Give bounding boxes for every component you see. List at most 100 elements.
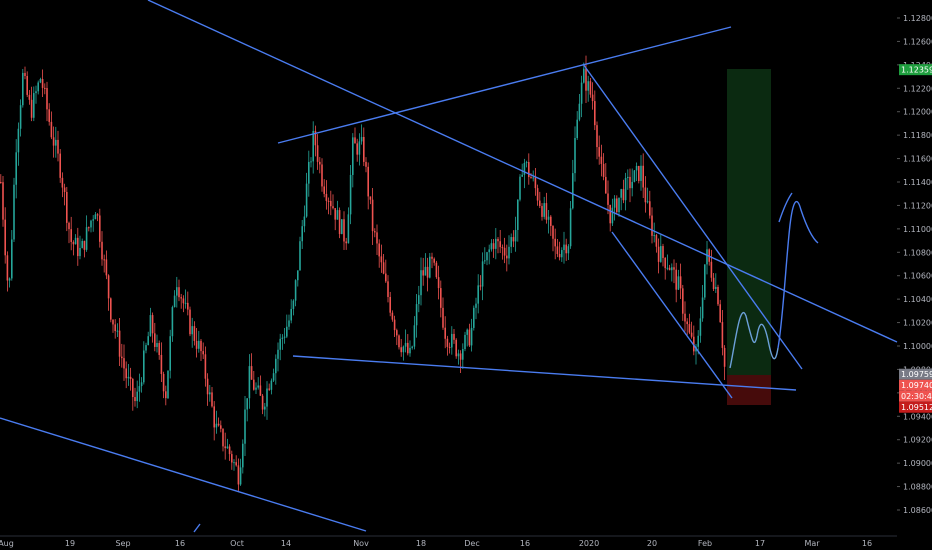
price-tick-label: 1.11200 — [903, 201, 932, 210]
price-tick-label: 1.11400 — [903, 178, 932, 187]
candle-body — [178, 287, 180, 298]
candle-body — [671, 267, 673, 271]
price-tick-label: 1.09000 — [903, 459, 932, 468]
candle-body — [325, 193, 328, 201]
candle-body — [690, 332, 693, 337]
candle-body — [536, 188, 539, 201]
candle-body — [209, 392, 211, 395]
candle-body — [455, 339, 457, 357]
candle-body — [200, 340, 202, 352]
candle-body — [261, 395, 264, 410]
candle-body — [657, 246, 660, 262]
candle-body — [407, 342, 409, 354]
candle-body — [70, 229, 72, 242]
time-axis[interactable]: Aug 19 Sep 16 Oct 14 Nov 18 Dec 16 2020 20 Feb 17 Mar 1… — [0, 539, 872, 548]
candle-body — [66, 191, 68, 223]
time-tick-label: Feb — [698, 539, 712, 548]
candle-body — [279, 338, 281, 350]
time-tick-label: Oct — [230, 539, 244, 548]
small-tick-mark — [193, 523, 201, 533]
candle-body — [497, 238, 499, 242]
candle-body — [354, 137, 356, 144]
candle-body — [534, 177, 537, 189]
candle-body — [662, 246, 664, 258]
candle-body — [701, 297, 704, 319]
price-tag-box — [899, 368, 932, 380]
candle-body — [675, 269, 677, 290]
candle-body — [46, 88, 48, 110]
candle-body — [688, 324, 691, 333]
candle-body — [591, 94, 594, 102]
candle-body — [514, 229, 517, 242]
candle-body — [149, 315, 152, 337]
candle-body — [55, 139, 57, 146]
trendline-main-descending[interactable] — [147, 0, 898, 343]
candle-body — [633, 170, 636, 182]
candle-body — [246, 398, 248, 410]
time-tick-label: 18 — [416, 539, 426, 548]
candle-body — [24, 72, 26, 76]
price-tag-label: 1.12359 — [901, 66, 932, 75]
candle-body — [400, 347, 402, 353]
trendline-bottom-channel[interactable] — [0, 417, 367, 532]
candle-body — [415, 304, 418, 326]
candle-body — [418, 295, 420, 305]
candle-body — [387, 281, 389, 297]
trendlines[interactable] — [0, 0, 898, 533]
candle-body — [717, 286, 719, 305]
candle-body — [699, 318, 702, 336]
time-tick-label: 14 — [281, 539, 291, 548]
candle-body — [145, 345, 147, 351]
candle-body — [486, 252, 488, 261]
candle-body — [420, 270, 422, 296]
wedge-lower-line[interactable] — [611, 231, 733, 399]
candle-body — [457, 353, 460, 357]
candle-body — [429, 256, 431, 278]
trendline-lower-support[interactable] — [292, 355, 797, 391]
candle-body — [697, 335, 699, 347]
candle-body — [204, 354, 207, 379]
candle-body — [22, 72, 24, 106]
candle-body — [15, 152, 17, 185]
candle-body — [721, 322, 724, 348]
price-tag-label: 1.09759 — [901, 370, 932, 379]
candle-body — [220, 425, 222, 429]
candle-body — [129, 376, 132, 380]
candle-body — [563, 244, 565, 251]
candle-body — [228, 446, 231, 455]
candle-body — [440, 288, 442, 308]
candle-body — [187, 302, 189, 310]
candle-body — [677, 276, 680, 290]
candle-body — [453, 333, 455, 340]
candle-body — [299, 241, 301, 271]
time-tick-label: 19 — [65, 539, 75, 548]
candle-body — [521, 174, 523, 177]
candle-body — [466, 329, 468, 335]
candle-body — [371, 199, 374, 232]
candle-body — [490, 243, 493, 250]
candle-body — [123, 358, 125, 369]
candle-body — [248, 366, 251, 399]
candle-body — [574, 137, 576, 174]
candle-body — [35, 91, 37, 94]
candle-body — [618, 197, 620, 213]
candle-body — [424, 266, 427, 276]
candle-body — [68, 222, 70, 230]
candle-body — [651, 215, 653, 236]
candle-body — [151, 315, 154, 334]
candle-body — [473, 307, 475, 328]
wedge-upper-line[interactable] — [582, 63, 803, 370]
candle-body — [162, 373, 165, 392]
candle-body — [380, 256, 383, 263]
candle-body — [74, 237, 77, 245]
time-tick-label: 16 — [862, 539, 872, 548]
candle-body — [235, 462, 237, 466]
candle-body — [268, 388, 270, 390]
candle-body — [501, 247, 504, 249]
candle-body — [640, 165, 642, 181]
candle-body — [605, 176, 607, 194]
candle-body — [259, 385, 262, 396]
trendline-upper-rising[interactable] — [277, 26, 732, 144]
